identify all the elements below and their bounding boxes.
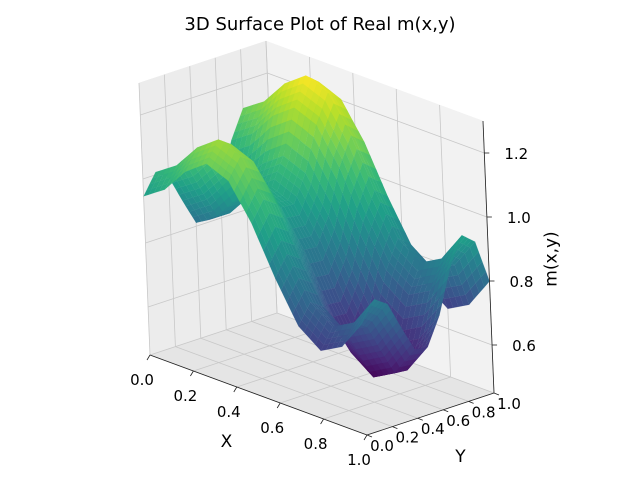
y-axis-line — [366, 392, 495, 436]
z-axis-label: m(x,y) — [542, 231, 562, 286]
axes — [146, 120, 500, 441]
z-tick-label: 1.0 — [507, 209, 531, 227]
x-tick-label: 0.2 — [173, 387, 197, 405]
chart-title: 3D Surface Plot of Real m(x,y) — [184, 14, 455, 35]
y-tick-mark — [468, 401, 474, 404]
y-tick-mark — [392, 426, 398, 429]
tick-labels: 0.00.20.40.60.81.00.0 0.2 0.4 0.6 0.8 1.00.60… — [130, 145, 536, 469]
x-tick-mark — [190, 370, 194, 377]
grid-line — [149, 312, 278, 356]
x-tick-label: 1.0 — [347, 451, 371, 469]
x-tick-mark — [233, 386, 238, 393]
y-axis-label: Y — [454, 447, 466, 467]
y-tick-mark — [366, 434, 373, 438]
x-tick-mark — [276, 402, 281, 409]
surface-mesh — [143, 75, 490, 378]
y-tick-mark — [443, 409, 449, 413]
x-tick-label: 0.6 — [260, 419, 284, 437]
y-tick-mark — [417, 417, 423, 421]
x-tick-label: 0.0 — [130, 371, 154, 389]
z-tick-label: 1.2 — [504, 145, 528, 163]
grid-line — [138, 82, 151, 356]
grid-line — [200, 337, 418, 419]
grid-line — [236, 344, 364, 388]
grid-line — [164, 74, 176, 347]
x-tick-label: 0.4 — [217, 403, 241, 421]
y-tick-label: 0.8 — [472, 403, 496, 421]
y-tick-label: 0.4 — [421, 420, 445, 438]
x-axis-label: X — [221, 432, 233, 452]
z-axis-line — [482, 120, 495, 394]
x-tick-mark — [146, 354, 151, 361]
z-tick-label: 0.8 — [510, 273, 534, 291]
grid-line — [323, 376, 451, 420]
grid-line — [175, 346, 393, 427]
x-tick-mark — [320, 418, 324, 425]
y-tick-label: 0.6 — [446, 412, 470, 430]
y-tick-label: 0.0 — [370, 437, 394, 455]
grid-line — [147, 264, 276, 308]
grid-line — [140, 72, 268, 116]
grid-line — [193, 328, 321, 372]
z-tick-label: 0.6 — [512, 337, 536, 355]
y-tick-mark — [493, 392, 500, 396]
x-tick-mark — [363, 434, 368, 441]
y-tick-label: 0.2 — [395, 429, 419, 447]
x-axis-line — [149, 354, 368, 436]
surface-facet — [357, 317, 366, 330]
grid-line — [439, 104, 451, 378]
y-tick-label: 1.0 — [497, 395, 521, 413]
x-tick-label: 0.8 — [304, 435, 328, 453]
grid-line — [226, 329, 444, 411]
